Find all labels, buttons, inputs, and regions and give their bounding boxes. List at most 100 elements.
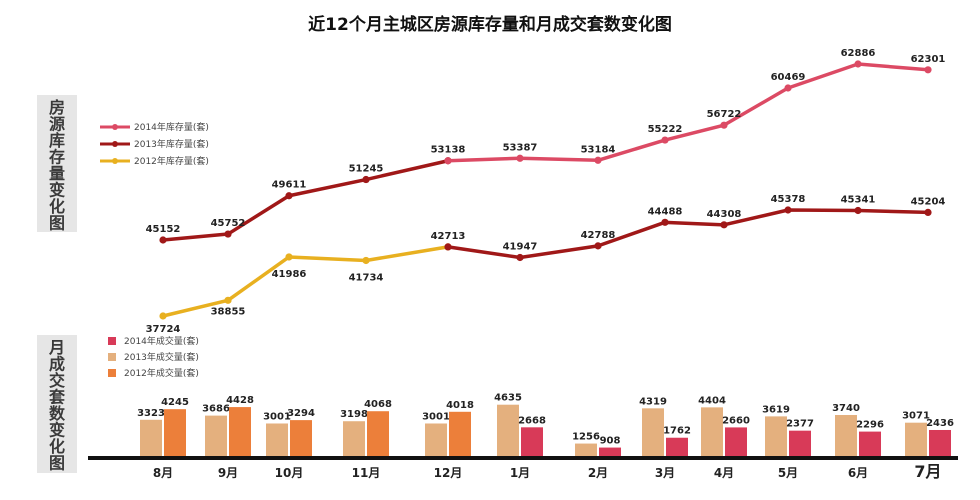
line-plot: 37724 38855 41986 41734 42713 41947 42788 44488… [146, 48, 946, 335]
bar-value-label: 908 [600, 436, 621, 447]
legend-marker [112, 158, 118, 164]
legend-marker [112, 124, 118, 130]
bar-2012年成交量(套) [229, 407, 251, 458]
bar-value-label: 3198 [340, 409, 368, 420]
bar-value-label: 3619 [762, 404, 790, 415]
x-tick-label: 2月 [588, 466, 608, 480]
line-point [444, 243, 452, 251]
bar-2014年成交量(套) [929, 429, 951, 458]
bar-2013年成交量(套) [835, 414, 857, 458]
inventory-side-label-box [37, 95, 77, 232]
line-value-label: 42713 [431, 231, 466, 242]
sales-side-label: 月成交套数变化图 [48, 338, 66, 473]
line-2013年库存量(套) [447, 208, 929, 260]
line-value-label: 53138 [431, 145, 466, 156]
line-point [444, 157, 452, 165]
line-value-label: 38855 [211, 306, 246, 317]
line-value-label: 45204 [911, 196, 946, 207]
bar-value-label: 4319 [639, 396, 667, 407]
bar-value-label: 3686 [202, 404, 230, 415]
legend-swatch [108, 337, 116, 345]
bar-value-label: 3001 [422, 411, 450, 422]
line-value-label: 42788 [581, 230, 616, 241]
bar-2013年成交量(套) [266, 423, 288, 458]
line-value-label: 62886 [841, 48, 876, 59]
chart-title: 近12个月主城区房源库存量和月成交套数变化图 [308, 14, 672, 35]
bar-2013年成交量(套) [642, 408, 664, 458]
bar-2013年成交量(套) [497, 404, 519, 458]
bar-2012年成交量(套) [449, 411, 471, 458]
bar-value-label: 3323 [137, 408, 165, 419]
x-tick-label: 6月 [848, 466, 868, 480]
line-value-label: 45152 [146, 224, 181, 235]
line-point [224, 230, 232, 238]
legend-label: 2013年成交量(套) [124, 351, 199, 363]
bar-value-label: 4068 [364, 399, 392, 410]
bar-2012年成交量(套) [367, 411, 389, 458]
line-point [720, 121, 728, 129]
line-value-label: 53387 [503, 142, 538, 153]
line-value-label: 45752 [211, 218, 246, 229]
line-value-label: 44488 [648, 206, 683, 217]
legend-swatch [108, 353, 116, 361]
bar-value-label: 4635 [494, 393, 522, 404]
bar-2013年成交量(套) [905, 422, 927, 458]
line-point [720, 221, 728, 229]
x-tick-label: 1月 [510, 466, 530, 480]
bar-2014年成交量(套) [789, 430, 811, 458]
bar-value-label: 1256 [572, 432, 600, 443]
line-value-label: 60469 [771, 72, 806, 83]
bar-value-label: 3740 [832, 403, 860, 414]
bar-value-label: 4428 [226, 395, 254, 406]
legend-label: 2014年成交量(套) [124, 335, 199, 347]
legend-marker [112, 141, 118, 147]
bar-2013年成交量(套) [425, 423, 447, 458]
inventory-side-label: 房源库存量变化图 [49, 98, 65, 233]
bar-value-label: 2436 [926, 418, 954, 429]
legend-label: 2014年库存量(套) [134, 121, 209, 133]
line-point [594, 156, 602, 164]
line-2013年库存量(套) [162, 159, 449, 242]
bar-value-label: 4404 [698, 395, 726, 406]
bar-value-label: 1762 [663, 426, 691, 437]
line-value-label: 45341 [841, 195, 876, 206]
bar-2012年成交量(套) [164, 409, 186, 458]
bar-value-label: 3294 [287, 408, 315, 419]
line-value-label: 62301 [911, 54, 946, 65]
legend-swatch [108, 369, 116, 377]
bar-value-label: 2668 [518, 415, 546, 426]
bar-2014年成交量(套) [666, 437, 688, 458]
x-tick-label: 11月 [352, 466, 381, 480]
x-tick-label: 12月 [434, 466, 463, 480]
x-tick-label: 7月 [914, 462, 941, 481]
sales-side-label-box [37, 335, 77, 473]
line-point [854, 60, 862, 68]
line-point [924, 66, 932, 74]
bar-2013年成交量(套) [205, 415, 227, 458]
line-point [159, 236, 167, 244]
bar-2014年成交量(套) [521, 427, 543, 458]
line-2014年库存量(套) [447, 62, 929, 163]
line-value-label: 45378 [771, 194, 806, 205]
line-point [854, 206, 862, 215]
line-point [784, 84, 792, 92]
bar-value-label: 3071 [902, 411, 930, 422]
x-tick-label: 10月 [275, 466, 304, 480]
bar-2013年成交量(套) [701, 407, 723, 458]
bar-2013年成交量(套) [765, 416, 787, 458]
line-value-label: 44308 [707, 209, 742, 220]
legend-label: 2012年库存量(套) [134, 155, 209, 167]
x-axis: 8月 9月 10月 11月 12月 1月 2月 3月 4月 5月 6月 7月 [153, 462, 942, 481]
bar-2014年成交量(套) [859, 431, 881, 458]
line-point [516, 253, 524, 262]
line-value-label: 41734 [349, 272, 384, 283]
bar-value-label: 2660 [722, 415, 750, 426]
line-point [924, 208, 932, 217]
line-point [661, 218, 669, 226]
legend-label: 2012年成交量(套) [124, 367, 199, 379]
line-value-label: 56722 [707, 109, 742, 120]
line-value-label: 41947 [503, 242, 538, 253]
line-point [224, 296, 232, 304]
